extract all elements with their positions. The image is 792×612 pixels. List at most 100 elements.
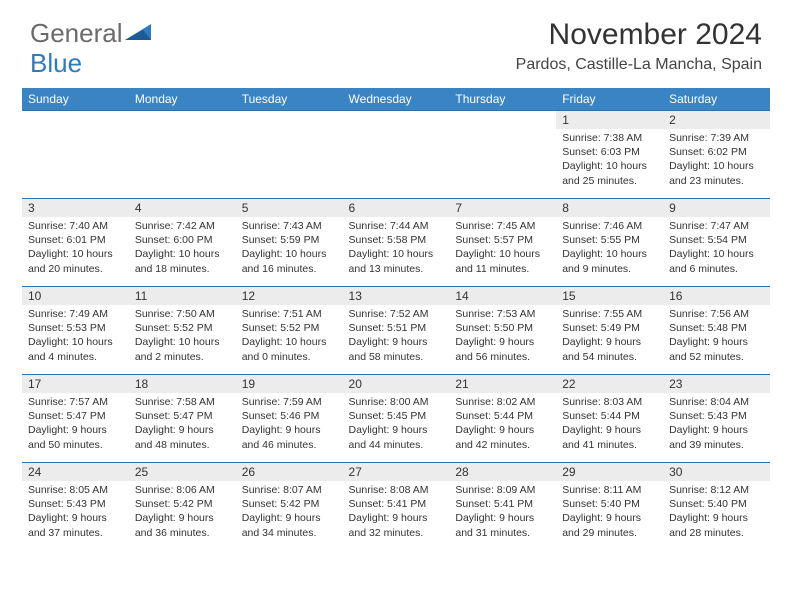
day-details: Sunrise: 8:12 AMSunset: 5:40 PMDaylight:…	[663, 481, 770, 544]
calendar-cell: 9Sunrise: 7:47 AMSunset: 5:54 PMDaylight…	[663, 199, 770, 287]
calendar-cell: 26Sunrise: 8:07 AMSunset: 5:42 PMDayligh…	[236, 463, 343, 551]
calendar-row: 3Sunrise: 7:40 AMSunset: 6:01 PMDaylight…	[22, 199, 770, 287]
calendar-cell: 5Sunrise: 7:43 AMSunset: 5:59 PMDaylight…	[236, 199, 343, 287]
day-number: 14	[449, 287, 556, 305]
day-number: 28	[449, 463, 556, 481]
day-header: Sunday	[22, 88, 129, 111]
day-details: Sunrise: 7:38 AMSunset: 6:03 PMDaylight:…	[556, 129, 663, 192]
calendar-cell: 2Sunrise: 7:39 AMSunset: 6:02 PMDaylight…	[663, 111, 770, 199]
calendar-cell: 28Sunrise: 8:09 AMSunset: 5:41 PMDayligh…	[449, 463, 556, 551]
brand-part2: Blue	[30, 48, 82, 79]
calendar-cell: 27Sunrise: 8:08 AMSunset: 5:41 PMDayligh…	[343, 463, 450, 551]
day-details: Sunrise: 7:56 AMSunset: 5:48 PMDaylight:…	[663, 305, 770, 368]
calendar-cell: 3Sunrise: 7:40 AMSunset: 6:01 PMDaylight…	[22, 199, 129, 287]
calendar-cell: 17Sunrise: 7:57 AMSunset: 5:47 PMDayligh…	[22, 375, 129, 463]
day-number: 19	[236, 375, 343, 393]
calendar-cell: 4Sunrise: 7:42 AMSunset: 6:00 PMDaylight…	[129, 199, 236, 287]
month-title: November 2024	[516, 18, 762, 52]
day-number: 18	[129, 375, 236, 393]
day-number: 29	[556, 463, 663, 481]
day-details: Sunrise: 7:55 AMSunset: 5:49 PMDaylight:…	[556, 305, 663, 368]
day-number: 16	[663, 287, 770, 305]
page-header: General November 2024 Pardos, Castille-L…	[0, 0, 792, 82]
day-details: Sunrise: 7:42 AMSunset: 6:00 PMDaylight:…	[129, 217, 236, 280]
day-details: Sunrise: 7:44 AMSunset: 5:58 PMDaylight:…	[343, 217, 450, 280]
day-number: 13	[343, 287, 450, 305]
calendar-cell: 12Sunrise: 7:51 AMSunset: 5:52 PMDayligh…	[236, 287, 343, 375]
day-details: Sunrise: 8:02 AMSunset: 5:44 PMDaylight:…	[449, 393, 556, 456]
day-number: 10	[22, 287, 129, 305]
day-number: 20	[343, 375, 450, 393]
calendar-cell: 18Sunrise: 7:58 AMSunset: 5:47 PMDayligh…	[129, 375, 236, 463]
calendar-cell: 29Sunrise: 8:11 AMSunset: 5:40 PMDayligh…	[556, 463, 663, 551]
day-details: Sunrise: 8:03 AMSunset: 5:44 PMDaylight:…	[556, 393, 663, 456]
calendar-cell: 23Sunrise: 8:04 AMSunset: 5:43 PMDayligh…	[663, 375, 770, 463]
day-details: Sunrise: 8:08 AMSunset: 5:41 PMDaylight:…	[343, 481, 450, 544]
calendar-row: 17Sunrise: 7:57 AMSunset: 5:47 PMDayligh…	[22, 375, 770, 463]
day-number: 7	[449, 199, 556, 217]
day-number: 24	[22, 463, 129, 481]
calendar-cell: 13Sunrise: 7:52 AMSunset: 5:51 PMDayligh…	[343, 287, 450, 375]
day-details: Sunrise: 7:52 AMSunset: 5:51 PMDaylight:…	[343, 305, 450, 368]
day-number: 15	[556, 287, 663, 305]
day-details: Sunrise: 7:50 AMSunset: 5:52 PMDaylight:…	[129, 305, 236, 368]
calendar-cell: 21Sunrise: 8:02 AMSunset: 5:44 PMDayligh…	[449, 375, 556, 463]
location-text: Pardos, Castille-La Mancha, Spain	[516, 56, 762, 74]
day-details: Sunrise: 7:39 AMSunset: 6:02 PMDaylight:…	[663, 129, 770, 192]
day-number: 21	[449, 375, 556, 393]
calendar-cell: 20Sunrise: 8:00 AMSunset: 5:45 PMDayligh…	[343, 375, 450, 463]
calendar-body: 1Sunrise: 7:38 AMSunset: 6:03 PMDaylight…	[22, 111, 770, 551]
day-details: Sunrise: 7:43 AMSunset: 5:59 PMDaylight:…	[236, 217, 343, 280]
calendar-cell: 24Sunrise: 8:05 AMSunset: 5:43 PMDayligh…	[22, 463, 129, 551]
day-details: Sunrise: 7:58 AMSunset: 5:47 PMDaylight:…	[129, 393, 236, 456]
day-details: Sunrise: 7:59 AMSunset: 5:46 PMDaylight:…	[236, 393, 343, 456]
day-details: Sunrise: 7:51 AMSunset: 5:52 PMDaylight:…	[236, 305, 343, 368]
calendar-cell: 6Sunrise: 7:44 AMSunset: 5:58 PMDaylight…	[343, 199, 450, 287]
day-number: 26	[236, 463, 343, 481]
day-number: 2	[663, 111, 770, 129]
calendar-cell: 22Sunrise: 8:03 AMSunset: 5:44 PMDayligh…	[556, 375, 663, 463]
day-number: 27	[343, 463, 450, 481]
day-header: Friday	[556, 88, 663, 111]
brand-logo: General	[30, 18, 153, 49]
title-block: November 2024 Pardos, Castille-La Mancha…	[516, 18, 762, 74]
day-number: 3	[22, 199, 129, 217]
calendar-cell: 11Sunrise: 7:50 AMSunset: 5:52 PMDayligh…	[129, 287, 236, 375]
day-number: 11	[129, 287, 236, 305]
day-number: 22	[556, 375, 663, 393]
day-details: Sunrise: 8:04 AMSunset: 5:43 PMDaylight:…	[663, 393, 770, 456]
calendar-cell: 14Sunrise: 7:53 AMSunset: 5:50 PMDayligh…	[449, 287, 556, 375]
day-details: Sunrise: 7:49 AMSunset: 5:53 PMDaylight:…	[22, 305, 129, 368]
calendar-row: 10Sunrise: 7:49 AMSunset: 5:53 PMDayligh…	[22, 287, 770, 375]
calendar-cell	[129, 111, 236, 199]
day-header: Thursday	[449, 88, 556, 111]
day-number: 6	[343, 199, 450, 217]
day-number: 5	[236, 199, 343, 217]
day-number: 4	[129, 199, 236, 217]
day-number: 23	[663, 375, 770, 393]
day-number: 30	[663, 463, 770, 481]
day-details: Sunrise: 7:46 AMSunset: 5:55 PMDaylight:…	[556, 217, 663, 280]
calendar-cell: 19Sunrise: 7:59 AMSunset: 5:46 PMDayligh…	[236, 375, 343, 463]
calendar-table: SundayMondayTuesdayWednesdayThursdayFrid…	[22, 88, 770, 551]
day-header-row: SundayMondayTuesdayWednesdayThursdayFrid…	[22, 88, 770, 111]
calendar-cell: 30Sunrise: 8:12 AMSunset: 5:40 PMDayligh…	[663, 463, 770, 551]
day-header: Monday	[129, 88, 236, 111]
day-details: Sunrise: 8:09 AMSunset: 5:41 PMDaylight:…	[449, 481, 556, 544]
day-details: Sunrise: 7:53 AMSunset: 5:50 PMDaylight:…	[449, 305, 556, 368]
calendar-row: 1Sunrise: 7:38 AMSunset: 6:03 PMDaylight…	[22, 111, 770, 199]
day-details: Sunrise: 7:47 AMSunset: 5:54 PMDaylight:…	[663, 217, 770, 280]
day-details: Sunrise: 8:07 AMSunset: 5:42 PMDaylight:…	[236, 481, 343, 544]
day-number: 25	[129, 463, 236, 481]
calendar-cell: 10Sunrise: 7:49 AMSunset: 5:53 PMDayligh…	[22, 287, 129, 375]
calendar-cell: 1Sunrise: 7:38 AMSunset: 6:03 PMDaylight…	[556, 111, 663, 199]
calendar-cell: 15Sunrise: 7:55 AMSunset: 5:49 PMDayligh…	[556, 287, 663, 375]
day-details: Sunrise: 7:45 AMSunset: 5:57 PMDaylight:…	[449, 217, 556, 280]
calendar-cell: 8Sunrise: 7:46 AMSunset: 5:55 PMDaylight…	[556, 199, 663, 287]
day-number: 1	[556, 111, 663, 129]
day-details: Sunrise: 8:11 AMSunset: 5:40 PMDaylight:…	[556, 481, 663, 544]
day-details: Sunrise: 7:57 AMSunset: 5:47 PMDaylight:…	[22, 393, 129, 456]
triangle-icon	[125, 18, 153, 49]
day-details: Sunrise: 8:06 AMSunset: 5:42 PMDaylight:…	[129, 481, 236, 544]
day-header: Saturday	[663, 88, 770, 111]
